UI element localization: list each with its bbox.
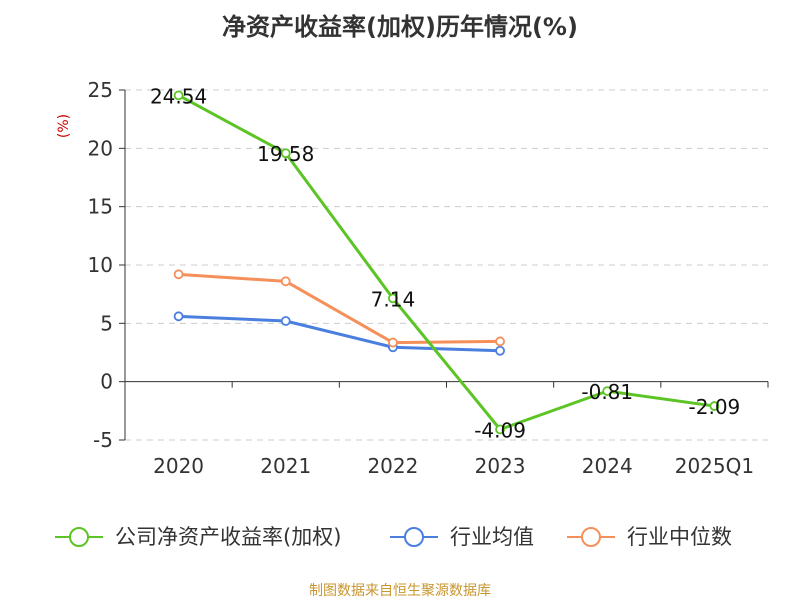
series	[173, 90, 720, 435]
data-label: -0.81	[581, 380, 633, 404]
data-point	[709, 401, 720, 411]
x-tick-label: 2022	[367, 454, 418, 478]
series-line	[178, 314, 501, 353]
y-tick-label: -5	[93, 428, 113, 452]
data-point	[280, 316, 291, 326]
x-tick-label: 2021	[260, 454, 311, 478]
data-point	[388, 337, 398, 348]
grid	[125, 89, 768, 441]
legend-item[interactable]: 公司净资产收益率(加权)	[55, 525, 341, 549]
legend-label: 行业中位数	[627, 525, 732, 549]
data-label: -4.09	[474, 418, 526, 442]
y-tick-label: 20	[88, 136, 113, 160]
data-label: 7.14	[371, 287, 416, 311]
data-labels: 24.54 19.58 7.14 -4.09 -0.81 -2.09	[150, 84, 740, 442]
y-tick-label: 15	[88, 195, 113, 219]
data-source-note: 制图数据来自恒生聚源数据库	[309, 583, 491, 599]
legend-item[interactable]: 行业中位数	[567, 525, 732, 549]
legend-marker	[69, 527, 89, 547]
data-point	[602, 386, 613, 397]
data-point	[495, 336, 505, 347]
y-tick-label: 5	[100, 311, 113, 335]
chart-title: 净资产收益率(加权)历年情况(%)	[222, 13, 578, 41]
legend[interactable]: 公司净资产收益率(加权) 行业均值 行业中位数	[55, 525, 732, 549]
data-label: 19.58	[257, 142, 314, 166]
data-point	[173, 311, 184, 322]
data-point	[280, 148, 291, 159]
data-label: 24.54	[150, 84, 207, 108]
data-point	[495, 424, 505, 435]
data-point	[173, 269, 184, 280]
data-point	[495, 345, 505, 356]
y-axis-unit-label: (%)	[56, 114, 72, 138]
legend-label: 行业均值	[450, 525, 534, 549]
x-tick-label: 2025Q1	[675, 454, 754, 478]
legend-label: 公司净资产收益率(加权)	[115, 525, 341, 549]
data-label: -2.09	[689, 395, 741, 419]
series-line	[177, 94, 715, 431]
x-tick-label: 2024	[582, 454, 633, 478]
x-tick-label: 2020	[153, 454, 204, 478]
y-tick-label: 25	[88, 78, 113, 102]
data-point	[173, 90, 184, 101]
data-point	[280, 276, 291, 287]
legend-item[interactable]: 行业均值	[390, 525, 534, 549]
y-tick-label: 0	[100, 370, 113, 394]
y-tick-label: 10	[88, 253, 113, 277]
series-line	[178, 272, 501, 345]
x-tick-label: 2023	[475, 454, 526, 478]
data-point	[388, 293, 398, 304]
legend-marker	[404, 527, 424, 547]
legend-marker	[581, 527, 601, 547]
axes: 25 20 15 10 5 0 -5 2020 2021 2022 2023 2024 2025Q1	[88, 78, 769, 478]
